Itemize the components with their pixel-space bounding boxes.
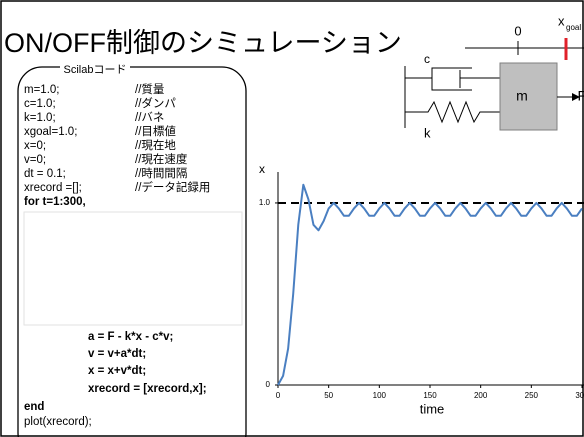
mass [499,62,558,131]
data-line [277,183,583,386]
code-comment: //バネ [135,111,164,124]
x-tick-label: 50 [324,391,333,400]
code-label: Scilabコード [64,64,127,76]
code-line: x=0; [24,140,46,152]
code-line: c=1.0; [24,98,56,110]
zero-label: 0 [514,23,521,38]
code-line: m=1.0; [24,84,59,96]
goal-subscript: goal [566,23,581,32]
y-axis-label: x [259,162,265,176]
damper-cylinder [431,67,472,91]
mass-label: m [516,88,528,104]
code-line: plot(xrecord); [24,416,92,428]
code-line: a = F - k*x - c*v; [88,331,173,343]
damper-label: c [424,52,430,66]
code-comment: //時間間隔 [135,167,187,180]
spring-label: k [424,125,431,140]
code-line: dt = 0.1; [24,168,66,180]
x-tick-label: 100 [373,391,387,400]
code-line: k=1.0; [24,112,56,124]
x-tick-label: 300 [575,391,584,400]
x-axis-label: time [420,401,445,416]
y-tick-label: 1.0 [259,198,271,207]
code-line: for t=1:300, [24,196,86,208]
code-line: xrecord =[]; [24,182,82,194]
code-line: xrecord = [xrecord,x]; [88,383,207,395]
slide-title: ON/OFF制御のシミュレーション [4,28,402,58]
y-tick-label: 0 [266,380,271,389]
code-comment: //質量 [135,82,164,96]
code-box [17,66,247,437]
code-line: v = v+a*dt; [88,348,146,360]
code-blank-area [23,211,243,326]
code-line: xgoal=1.0; [24,126,77,138]
force-arrowhead [572,93,580,101]
x-tick-label: 0 [276,391,281,400]
code-comment: //データ記録用 [135,180,210,194]
code-comment: //現在地 [135,139,176,152]
spring [405,100,500,124]
x-tick-label: 150 [423,391,437,400]
code-comment: //目標値 [135,124,176,138]
code-line: v=0; [24,154,46,166]
goal-label: x [558,13,565,28]
code-label-bg [60,62,130,76]
code-comment: //ダンパ [135,96,176,110]
code-line: x = x+v*dt; [88,365,146,377]
force-label: F [577,88,584,104]
code-comment: //現在速度 [135,152,188,166]
x-tick-label: 200 [474,391,488,400]
code-line: end [24,401,44,413]
x-tick-label: 250 [525,391,539,400]
